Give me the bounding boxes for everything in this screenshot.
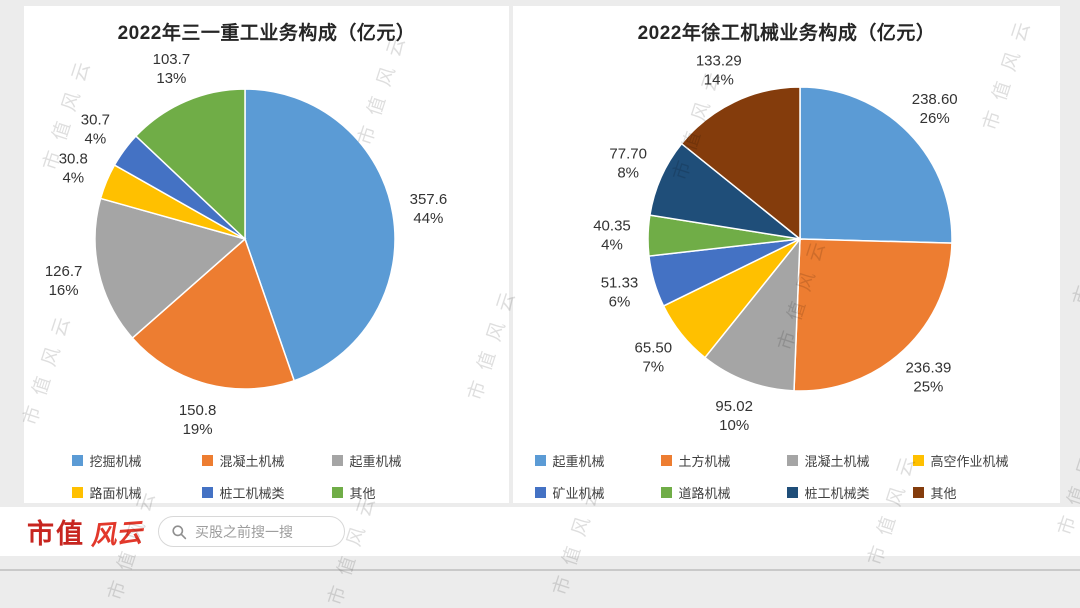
slice-label-4: 51.33 6% <box>601 275 639 311</box>
legend-item-4: 矿业机械 <box>534 483 661 502</box>
pie-chart-sany: 357.6 44% 150.8 19% 126.7 16% 30.8 4% 30.7 4% 103.… <box>45 51 448 438</box>
search-box[interactable] <box>158 516 346 547</box>
slice-label-2: 95.02 10% <box>715 398 753 434</box>
legend-item-3: 高空作业机械 <box>912 451 1039 470</box>
slice-label-2: 126.7 16% <box>45 263 83 299</box>
legend-item-3: 路面机械 <box>71 483 202 502</box>
legend-item-2: 混凝土机械 <box>786 451 913 470</box>
legend-label-6: 桩工机械类 <box>804 486 870 501</box>
logo-text-shizhi: 市值 <box>27 519 85 549</box>
legend-label-3: 路面机械 <box>89 486 142 501</box>
legend-swatch-1 <box>660 455 672 466</box>
legend-swatch-0 <box>534 455 546 466</box>
legend-item-0: 挖掘机械 <box>71 451 202 470</box>
legend-item-0: 起重机械 <box>534 451 661 470</box>
shizhi-fengyun-logo: 市值 风云 <box>27 512 144 551</box>
chart-title-xcmg: 2022年徐工机械业务构成（亿元） <box>637 23 936 44</box>
slice-label-0: 357.6 44% <box>410 191 448 227</box>
pie-slice-5 <box>134 88 246 241</box>
pie-slice-2 <box>94 197 247 340</box>
legend-swatch-0 <box>71 455 83 466</box>
pie-slice-0 <box>244 88 396 382</box>
legend-item-2: 起重机械 <box>331 451 462 470</box>
legend-swatch-4 <box>534 487 546 498</box>
legend-swatch-7 <box>912 487 924 498</box>
pie-slice-1 <box>131 237 296 390</box>
legend-label-7: 其他 <box>930 486 957 501</box>
slice-label-7: 133.29 14% <box>696 52 742 88</box>
bottom-strip <box>0 556 1080 578</box>
legend-label-0: 起重机械 <box>552 454 605 469</box>
slice-label-4: 30.7 4% <box>81 112 110 148</box>
legend-swatch-2 <box>786 455 798 466</box>
footer-bar: 市值 风云 <box>0 507 1080 556</box>
legend-item-4: 桩工机械类 <box>201 483 332 502</box>
legend-item-1: 混凝土机械 <box>201 451 332 470</box>
slice-label-1: 150.8 19% <box>179 402 217 438</box>
slice-label-5: 103.7 13% <box>153 51 191 87</box>
legend-swatch-6 <box>786 487 798 498</box>
legend-item-1: 土方机械 <box>660 451 787 470</box>
pie-slice-7 <box>680 86 801 241</box>
pie-slice-1 <box>793 238 953 392</box>
legend-label-0: 挖掘机械 <box>89 454 142 469</box>
legend-item-5: 其他 <box>331 483 462 502</box>
legend-swatch-4 <box>201 487 213 498</box>
legend-label-1: 土方机械 <box>678 454 731 469</box>
legend-label-2: 起重机械 <box>349 454 402 469</box>
legend-item-5: 道路机械 <box>660 483 787 502</box>
legend-label-4: 桩工机械类 <box>219 486 285 501</box>
logo-text-fengyun: 风云 <box>89 517 144 551</box>
legend-label-1: 混凝土机械 <box>219 454 285 469</box>
legend-label-5: 其他 <box>349 486 376 501</box>
bottom-divider <box>0 569 1080 571</box>
legend-swatch-3 <box>912 455 924 466</box>
legend-xcmg: 起重机械 土方机械 混凝土机械 高空作业机械矿业机械 道路机械 桩工机械类 其他 <box>513 447 1060 502</box>
pie-slice-2 <box>703 236 801 392</box>
legend-item-7: 其他 <box>912 483 1039 502</box>
chart-title-sany: 2022年三一重工业务构成（亿元） <box>117 23 416 44</box>
slice-label-3: 30.8 4% <box>59 151 88 187</box>
pie-chart-xcmg: 238.60 26% 236.39 25% 95.02 10% 65.50 7% 51.33 6%… <box>593 52 958 434</box>
watermark-text-4: 市值风云 <box>1069 183 1080 309</box>
search-icon <box>172 524 187 539</box>
slice-label-1: 236.39 25% <box>905 359 951 395</box>
page: { "watermark": { "text": "市值风云" }, "char… <box>0 6 1080 608</box>
legend-label-4: 矿业机械 <box>552 486 605 501</box>
legend-label-2: 混凝土机械 <box>804 454 870 469</box>
legend-swatch-5 <box>331 487 343 498</box>
legend-swatch-3 <box>71 487 83 498</box>
pie-slice-0 <box>799 86 953 244</box>
slice-label-3: 65.50 7% <box>635 340 673 376</box>
slice-label-0: 238.60 26% <box>912 91 958 127</box>
slice-label-5: 40.35 4% <box>593 218 631 254</box>
legend-swatch-5 <box>660 487 672 498</box>
legend-swatch-2 <box>331 455 343 466</box>
chart-card-xcmg: 2022年徐工机械业务构成（亿元） 238.60 26% 236.39 25% 95.0… <box>513 6 1060 503</box>
slice-label-6: 77.70 8% <box>609 146 647 182</box>
legend-sany: 挖掘机械 混凝土机械 起重机械路面机械 桩工机械类 其他 <box>24 447 509 502</box>
legend-swatch-1 <box>201 455 213 466</box>
legend-label-5: 道路机械 <box>678 486 731 501</box>
legend-label-3: 高空作业机械 <box>930 454 1009 469</box>
chart-card-sany: 2022年三一重工业务构成（亿元） 357.6 44% 150.8 19% 126.7 1… <box>24 6 509 503</box>
legend-item-6: 桩工机械类 <box>786 483 913 502</box>
search-input[interactable] <box>195 523 330 540</box>
